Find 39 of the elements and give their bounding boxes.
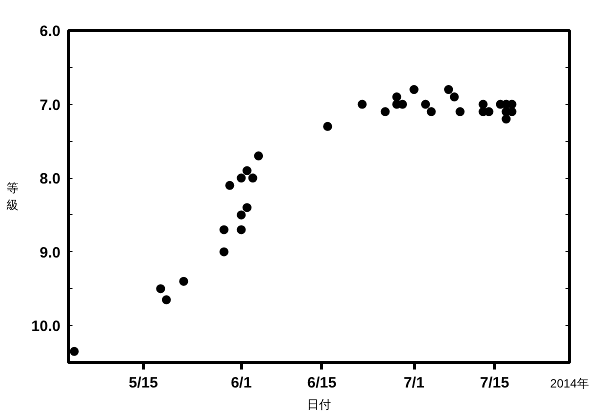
y-tick-label: 9.0 (40, 244, 61, 262)
point (323, 122, 332, 131)
x-tick-label: 7/15 (480, 374, 510, 392)
point (380, 107, 390, 116)
point (392, 92, 402, 102)
y-axis-title: 等級 (6, 181, 18, 212)
point (410, 85, 419, 94)
point (70, 346, 79, 356)
point (242, 166, 252, 176)
point (156, 284, 166, 294)
text: 2014年 (550, 376, 589, 390)
point (456, 107, 465, 116)
point (248, 174, 258, 183)
point (179, 276, 188, 286)
x-tick-label: 5/15 (128, 374, 158, 392)
point (219, 225, 228, 234)
x-tick-label: 6/1 (230, 374, 252, 392)
y-tick-label: 7.0 (40, 96, 61, 114)
point (242, 203, 252, 212)
point (502, 114, 511, 124)
point (426, 107, 436, 116)
point (162, 295, 171, 304)
point (236, 210, 246, 220)
point (421, 100, 430, 109)
point (450, 92, 459, 102)
y-tick-label: 6.0 (40, 23, 61, 40)
point (444, 85, 454, 94)
y-tick-label: 8.0 (40, 170, 61, 188)
x-axis-title: 日付 (307, 398, 331, 412)
x-tick-label: 7/1 (404, 374, 424, 392)
point (219, 247, 228, 256)
y-tick-label: 10.0 (31, 318, 61, 336)
point (236, 225, 246, 234)
point (358, 100, 367, 109)
x-tick-label: 6/15 (307, 374, 336, 392)
point (236, 174, 246, 183)
point (478, 100, 488, 109)
point (254, 151, 264, 160)
point (225, 180, 234, 190)
